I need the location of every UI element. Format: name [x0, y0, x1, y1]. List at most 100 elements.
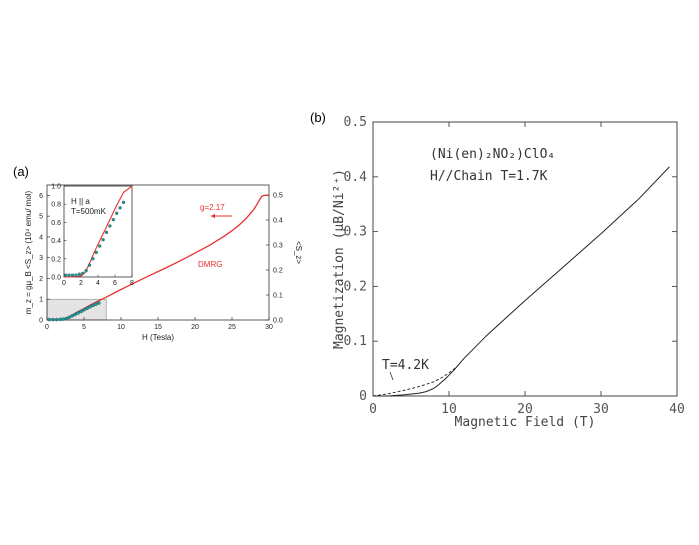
- x-axis-label: H (Tesla): [142, 333, 174, 342]
- x-tick-label: 0: [45, 324, 49, 331]
- x-tick-label: 20: [517, 402, 533, 417]
- inset-data-point: [115, 211, 119, 215]
- y-tick-label: 0.5: [344, 115, 367, 130]
- inset-text: H || a: [71, 197, 90, 206]
- inset-data-point: [70, 273, 75, 277]
- x-tick-label: 30: [265, 324, 273, 331]
- data-point: [79, 309, 83, 314]
- data-point: [67, 315, 71, 320]
- y-right-tick-label: 0.3: [273, 243, 283, 250]
- data-point: [97, 301, 101, 305]
- inset-y-tick-label: 0.4: [51, 238, 61, 245]
- panel-b-label: (b): [310, 110, 326, 125]
- y-tick-label: 4: [39, 234, 43, 241]
- inset-x-tick-label: 8: [130, 280, 134, 287]
- inset-y-tick-label: 1.0: [51, 184, 61, 191]
- inset-data-point: [104, 230, 109, 235]
- data-point: [85, 306, 89, 311]
- inset-data-point: [91, 257, 95, 261]
- x-axis-label: Magnetic Field (T): [455, 415, 596, 430]
- y-tick-label: 0.2: [344, 279, 367, 294]
- plot-frame: [372, 121, 678, 397]
- data-point: [70, 314, 74, 318]
- annotation-compound: (Ni(en)₂NO₂)ClO₄: [430, 147, 555, 162]
- data-point: [58, 317, 63, 322]
- inset-x-tick-label: 0: [62, 280, 66, 287]
- series-line-1p7k: [373, 166, 670, 397]
- inset-data-point: [118, 206, 122, 210]
- x-tick-label: 10: [441, 402, 457, 417]
- annotation-dmrg: DMRG: [198, 260, 222, 269]
- inset-y-tick-label: 0.0: [51, 275, 61, 282]
- y-right-tick-label: 0.0: [273, 318, 283, 325]
- inset-data-point: [74, 273, 78, 277]
- inset-data-point: [108, 224, 112, 228]
- y-axis-label: m_z = gμ_B <S_z> (10⁴ emu/ mol): [24, 190, 33, 314]
- panel-a-label: (a): [13, 164, 29, 179]
- annotation-pointer: [389, 371, 394, 381]
- y-right-tick-label: 0.4: [273, 218, 283, 225]
- annotation-t42: T=4.2K: [382, 358, 429, 373]
- inset-data-point: [67, 273, 71, 277]
- data-point: [76, 311, 80, 315]
- data-point: [88, 305, 92, 309]
- annotation-g: g=2.17: [200, 203, 225, 212]
- y-tick-label: 3: [39, 255, 43, 262]
- inset-y-tick-label: 0.6: [51, 220, 61, 227]
- y-axis-label: Magnetization (μB/Ni²⁺): [332, 169, 347, 349]
- inset-data-point: [64, 273, 68, 277]
- x-tick-label: 30: [593, 402, 609, 417]
- y-right-axis-label: <S_z>: [294, 241, 303, 264]
- y-tick-label: 0: [39, 318, 43, 325]
- x-tick-label: 0: [369, 402, 377, 417]
- y-right-tick-label: 0.1: [273, 293, 283, 300]
- y-tick-label: 2: [39, 276, 43, 283]
- inset-data-point: [111, 218, 115, 222]
- x-tick-label: 40: [669, 402, 685, 417]
- y-right-tick-label: 0.2: [273, 268, 283, 275]
- inset-data-point: [101, 238, 105, 242]
- data-point: [51, 317, 55, 322]
- y-tick-label: 5: [39, 214, 43, 221]
- x-tick-label: 15: [154, 324, 162, 331]
- inset-x-tick-label: 4: [96, 280, 100, 287]
- inset-data-point: [84, 268, 88, 273]
- data-point: [82, 308, 86, 312]
- inset-text: T=500mK: [71, 207, 107, 216]
- data-point: [54, 317, 59, 322]
- data-point: [47, 317, 51, 322]
- inset-x-tick-label: 2: [79, 280, 83, 287]
- inset-y-tick-label: 0.2: [51, 256, 61, 263]
- annotation-condition: H//Chain T=1.7K: [430, 169, 548, 184]
- data-point: [94, 302, 98, 306]
- x-tick-label: 5: [82, 324, 86, 331]
- inset-data-point: [81, 271, 85, 276]
- panel-a: (a)0 5 10 15 20 25 3001234560.00.10.20.30.40.5…: [13, 164, 303, 342]
- y-right-tick-label: 0.5: [273, 193, 283, 200]
- inset-data-point: [87, 263, 92, 267]
- y-tick-label: 0: [359, 389, 367, 404]
- series-line-4p2k: [372, 366, 457, 397]
- data-point: [64, 316, 68, 321]
- y-tick-label: 6: [39, 193, 43, 200]
- inset-data-point: [98, 244, 102, 248]
- inset-x-tick-label: 6: [113, 280, 117, 287]
- y-tick-label: 1: [39, 297, 43, 304]
- inset-series-line-dmrg: [64, 185, 133, 278]
- panel-b: (b) 0 10 20 30 40 0 0.1 0.2 0.3 0.4 0.5 Magnetic Fie…: [310, 110, 685, 430]
- inset-data-point: [94, 250, 98, 255]
- y-tick-label: 0.4: [344, 170, 368, 185]
- x-tick-label: 25: [228, 324, 236, 331]
- data-point: [73, 312, 77, 317]
- inset-data-point: [77, 272, 81, 276]
- data-point: [91, 303, 95, 308]
- annotation-arrowhead: [211, 213, 215, 219]
- inset-y-tick-label: 0.8: [51, 202, 61, 209]
- data-point: [61, 317, 66, 321]
- y-tick-label: 0.1: [344, 334, 367, 349]
- x-tick-label: 20: [191, 324, 199, 331]
- y-tick-label: 0.3: [344, 225, 367, 240]
- inset-data-point: [121, 200, 126, 205]
- x-tick-label: 10: [117, 324, 125, 331]
